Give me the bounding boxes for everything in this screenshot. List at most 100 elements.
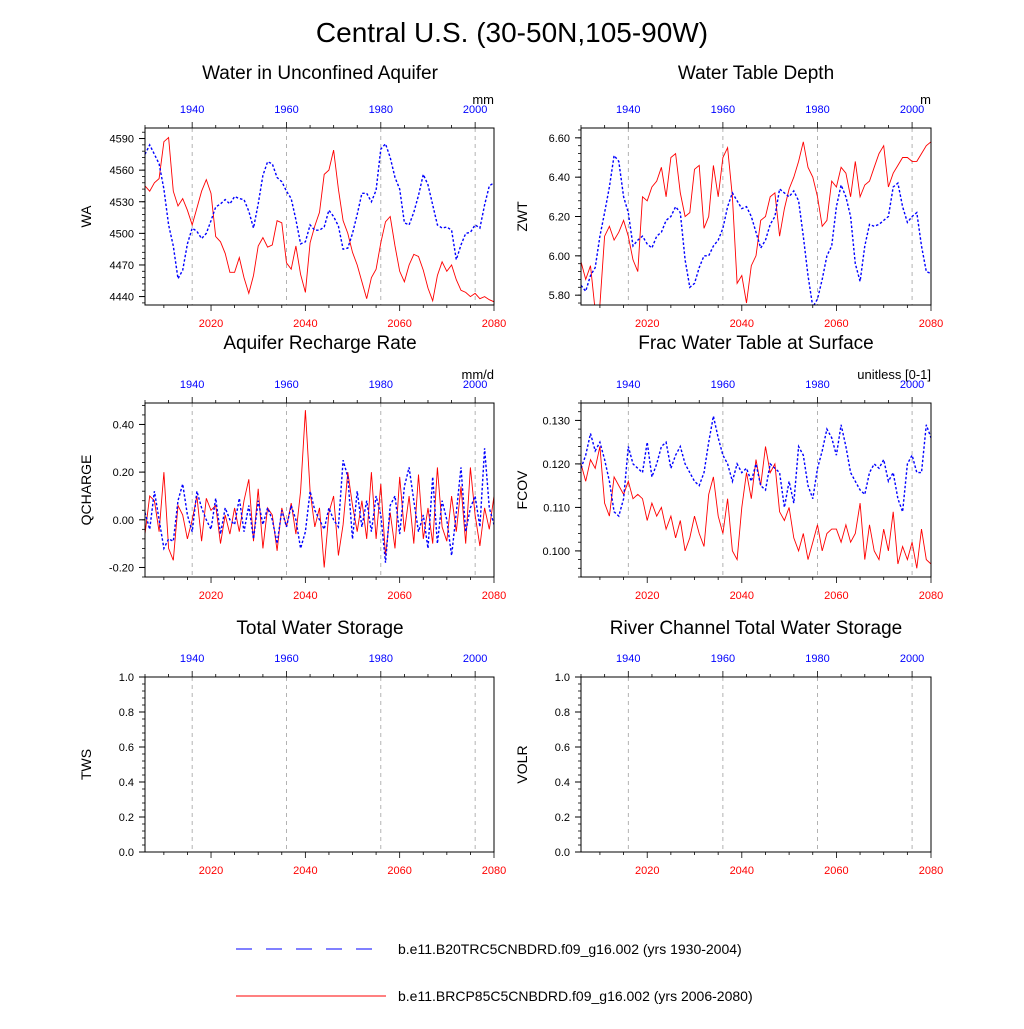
- bottom-tick-label: 2040: [730, 318, 754, 330]
- y-tick-label: 0.2: [119, 812, 134, 824]
- y-tick-label: 1.0: [555, 672, 570, 684]
- y-axis-label: TWS: [78, 749, 94, 780]
- y-tick-label: 4530: [110, 197, 134, 209]
- y-tick-label: 0.6: [119, 742, 134, 754]
- y-tick-label: 0.110: [543, 502, 570, 514]
- y-tick-label: 0.4: [119, 777, 134, 789]
- series-line-future: [145, 136, 494, 303]
- y-tick-label: 0.6: [555, 742, 570, 754]
- y-tick-label: 0.8: [119, 707, 134, 719]
- panel-title: River Channel Total Water Storage: [610, 618, 903, 639]
- y-tick-label: 1.0: [119, 672, 134, 684]
- y-tick-label: 4500: [110, 228, 134, 240]
- bottom-tick-label: 2020: [199, 318, 223, 330]
- legend-label-1: b.e11.BRCP85C5CNBDRD.f09_g16.002 (yrs 20…: [398, 988, 753, 1004]
- bottom-tick-label: 2040: [730, 590, 754, 602]
- units-label: unitless [0-1]: [857, 367, 931, 382]
- top-tick-label: 1960: [274, 104, 298, 116]
- plot-frame: [580, 676, 932, 853]
- plot-frame: [144, 127, 495, 306]
- units-label: m: [920, 92, 931, 107]
- y-tick-label: 0.20: [113, 467, 134, 479]
- bottom-tick-label: 2020: [635, 590, 659, 602]
- bottom-tick-label: 2080: [919, 590, 943, 602]
- panel-title: Frac Water Table at Surface: [638, 333, 874, 354]
- bottom-tick-label: 2020: [199, 590, 223, 602]
- y-axis-label: FCOV: [514, 470, 530, 510]
- panel-4: Total Water Storage TWS 0.0 0.2 0.4 0.6 0.8 1.0…: [78, 618, 506, 877]
- bottom-tick-label: 2060: [824, 318, 848, 330]
- bottom-tick-label: 2040: [730, 865, 754, 877]
- panel-title: Total Water Storage: [236, 618, 403, 639]
- y-tick-label: 6.60: [549, 133, 570, 145]
- bottom-tick-label: 2080: [482, 865, 506, 877]
- y-tick-label: 0.0: [555, 847, 570, 859]
- panel-5: River Channel Total Water Storage VOLR 0.0…: [514, 618, 943, 877]
- legend-label-0: b.e11.B20TRC5CNBDRD.f09_g16.002 (yrs 193…: [398, 941, 742, 957]
- bottom-tick-label: 2060: [387, 318, 411, 330]
- plot-frame: [144, 676, 495, 853]
- bottom-tick-label: 2020: [635, 318, 659, 330]
- y-tick-label: 0.0: [119, 847, 134, 859]
- y-tick-label: 0.00: [113, 515, 134, 527]
- bottom-tick-label: 2080: [919, 865, 943, 877]
- top-tick-label: 1940: [180, 653, 204, 665]
- top-tick-label: 1980: [805, 379, 829, 391]
- top-tick-label: 1960: [711, 104, 735, 116]
- y-tick-label: 5.80: [549, 290, 570, 302]
- series-line-historical: [145, 448, 494, 563]
- y-tick-label: 0.120: [542, 459, 570, 471]
- top-tick-label: 1960: [274, 653, 298, 665]
- y-tick-label: 0.40: [113, 419, 134, 431]
- panel-3: Frac Water Table at Surface unitless [0-1…: [514, 333, 943, 602]
- top-tick-label: 1940: [616, 379, 640, 391]
- panel-title: Aquifer Recharge Rate: [223, 333, 416, 354]
- top-tick-label: 1960: [274, 379, 298, 391]
- bottom-tick-label: 2040: [293, 318, 317, 330]
- bottom-tick-label: 2060: [387, 590, 411, 602]
- series-line-future: [145, 410, 494, 568]
- units-label: mm: [472, 92, 494, 107]
- bottom-tick-label: 2020: [199, 865, 223, 877]
- top-tick-label: 1980: [369, 104, 393, 116]
- y-tick-label: 4470: [110, 260, 134, 272]
- bottom-tick-label: 2080: [482, 590, 506, 602]
- top-tick-label: 1980: [369, 653, 393, 665]
- y-axis-label: ZWT: [514, 201, 530, 232]
- y-axis-label: VOLR: [514, 745, 530, 783]
- top-tick-label: 1980: [805, 104, 829, 116]
- top-tick-label: 2000: [900, 379, 924, 391]
- top-tick-label: 1980: [369, 379, 393, 391]
- y-tick-label: 0.100: [542, 546, 570, 558]
- y-tick-label: 6.40: [549, 172, 570, 184]
- series-line-future: [581, 141, 931, 305]
- bottom-tick-label: 2060: [824, 590, 848, 602]
- legend: b.e11.B20TRC5CNBDRD.f09_g16.002 (yrs 193…: [236, 941, 753, 1004]
- top-tick-label: 1960: [711, 653, 735, 665]
- figure-title: Central U.S. (30-50N,105-90W): [316, 17, 708, 48]
- plot-frame: [144, 402, 495, 578]
- top-tick-label: 2000: [463, 104, 487, 116]
- y-tick-label: 0.2: [555, 812, 570, 824]
- top-tick-label: 1980: [805, 653, 829, 665]
- plot-frame: [580, 402, 932, 578]
- series-line-future: [581, 446, 931, 569]
- panel-2: Aquifer Recharge Rate mm/d QCHARGE -0.20 0.0…: [78, 333, 506, 602]
- top-tick-label: 1940: [616, 104, 640, 116]
- top-tick-label: 1940: [616, 653, 640, 665]
- bottom-tick-label: 2040: [293, 865, 317, 877]
- bottom-tick-label: 2060: [824, 865, 848, 877]
- y-tick-label: 4590: [110, 134, 134, 146]
- panel-0: Water in Unconfined Aquifer mm WA 4440 4470 4…: [78, 63, 506, 330]
- panel-title: Water in Unconfined Aquifer: [202, 63, 439, 84]
- top-tick-label: 1960: [711, 379, 735, 391]
- panel-1: Water Table Depth m ZWT 5.80 6.00 6.20 6.40 6.6…: [514, 63, 943, 330]
- panel-title: Water Table Depth: [678, 63, 834, 84]
- series-line-historical: [145, 142, 494, 281]
- series-line-historical: [581, 153, 931, 305]
- y-tick-label: 0.130: [542, 415, 570, 427]
- units-label: mm/d: [462, 367, 495, 382]
- y-tick-label: -0.20: [109, 562, 134, 574]
